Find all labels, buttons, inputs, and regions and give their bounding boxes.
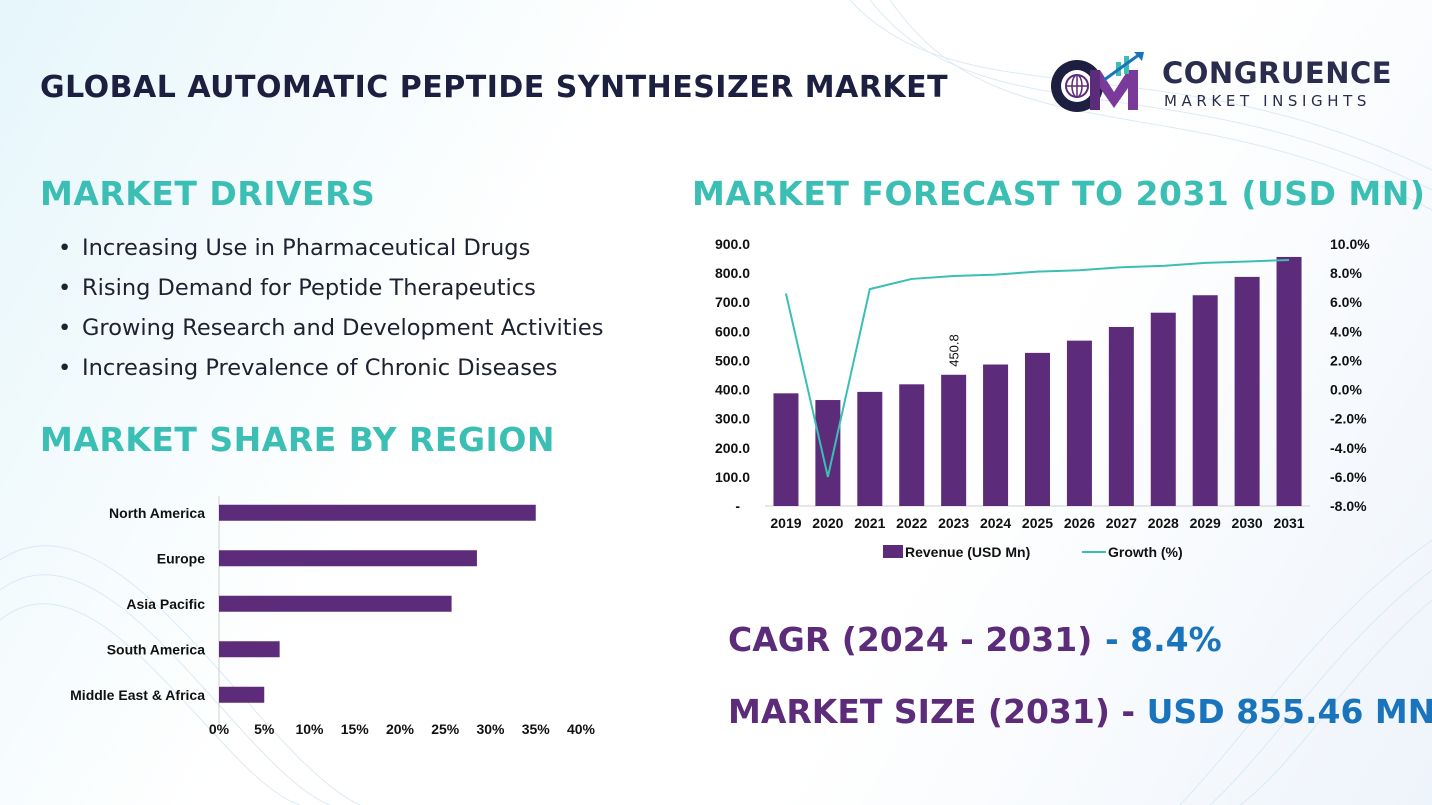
revenue-bar <box>983 364 1009 506</box>
revenue-bar <box>815 400 841 506</box>
x-tick-label: 40% <box>567 721 596 737</box>
revenue-bar <box>1108 326 1134 506</box>
right-y-tick-label: 4.0% <box>1330 323 1362 339</box>
driver-text: Rising Demand for Peptide Therapeutics <box>82 275 536 301</box>
revenue-bar <box>1066 340 1092 506</box>
left-y-tick-label: 700.0 <box>715 294 750 310</box>
left-y-tick-label: - <box>735 498 740 514</box>
legend-label-growth: Growth (%) <box>1108 544 1183 560</box>
region-bar <box>219 686 265 703</box>
right-y-tick-label: -4.0% <box>1330 440 1367 456</box>
right-y-tick-label: -2.0% <box>1330 411 1367 427</box>
revenue-bar <box>773 393 799 506</box>
revenue-bar <box>1025 352 1050 506</box>
driver-text: Increasing Use in Pharmaceutical Drugs <box>82 235 531 261</box>
right-y-tick-label: 6.0% <box>1330 294 1362 310</box>
x-tick-label: 30% <box>476 721 505 737</box>
region-category-label: Middle East & Africa <box>70 687 205 703</box>
right-y-tick-label: 0.0% <box>1330 382 1362 398</box>
year-tick-label: 2025 <box>1022 515 1053 531</box>
driver-item: • Increasing Prevalence of Chronic Diseas… <box>58 355 558 381</box>
year-tick-label: 2020 <box>812 515 843 531</box>
x-tick-label: 10% <box>295 721 324 737</box>
region-category-label: Asia Pacific <box>126 596 205 612</box>
revenue-bar <box>941 374 967 506</box>
cagr-label: CAGR (2024 - 2031) <box>728 620 1093 659</box>
revenue-bar <box>857 391 883 506</box>
market-size-label: MARKET SIZE (2031) <box>728 692 1110 731</box>
logo-name: CONGRUENCE <box>1162 56 1393 90</box>
revenue-bar <box>1192 295 1218 506</box>
x-tick-label: 5% <box>254 721 275 737</box>
year-tick-label: 2028 <box>1148 515 1179 531</box>
legend-label-revenue: Revenue (USD Mn) <box>905 544 1030 560</box>
revenue-bar <box>1150 312 1176 506</box>
year-tick-label: 2030 <box>1232 515 1263 531</box>
year-tick-label: 2026 <box>1064 515 1095 531</box>
left-y-tick-label: 400.0 <box>715 382 750 398</box>
year-tick-label: 2019 <box>770 515 801 531</box>
driver-item: • Growing Research and Development Activi… <box>58 315 604 341</box>
x-tick-label: 15% <box>341 721 370 737</box>
left-y-tick-label: 200.0 <box>715 440 750 456</box>
x-tick-label: 35% <box>522 721 551 737</box>
drivers-list: • Increasing Use in Pharmaceutical Drugs … <box>58 228 603 388</box>
left-y-tick-label: 900.0 <box>715 236 750 252</box>
region-bar <box>219 595 452 612</box>
year-tick-label: 2024 <box>980 515 1011 531</box>
region-heading: MARKET SHARE BY REGION <box>40 420 555 459</box>
region-category-label: South America <box>107 641 205 657</box>
year-tick-label: 2021 <box>854 515 885 531</box>
forecast-heading: MARKET FORECAST TO 2031 (USD MN) <box>692 174 1426 213</box>
x-tick-label: 20% <box>386 721 415 737</box>
logo-subtitle: MARKET INSIGHTS <box>1164 92 1372 110</box>
company-logo: CONGRUENCE MARKET INSIGHTS <box>1044 52 1394 118</box>
year-tick-label: 2029 <box>1190 515 1221 531</box>
left-y-tick-label: 600.0 <box>715 323 750 339</box>
cagr-value: - 8.4% <box>1105 620 1222 659</box>
revenue-bar <box>1234 276 1260 506</box>
legend-swatch-revenue <box>883 545 903 558</box>
right-y-tick-label: 2.0% <box>1330 352 1362 368</box>
x-tick-label: 0% <box>209 721 230 737</box>
driver-text: Increasing Prevalence of Chronic Disease… <box>82 355 558 381</box>
market-size-separator: - <box>1121 692 1136 731</box>
year-tick-label: 2023 <box>938 515 969 531</box>
left-y-tick-label: 100.0 <box>715 469 750 485</box>
market-size-line: MARKET SIZE (2031) - USD 855.46 MN <box>728 692 1432 731</box>
region-share-chart: North America Europe Asia Pacific South Ame… <box>70 496 596 737</box>
drivers-heading: MARKET DRIVERS <box>40 174 376 213</box>
growth-line <box>784 259 1290 478</box>
year-tick-label: 2027 <box>1106 515 1137 531</box>
left-y-tick-label: 500.0 <box>715 352 750 368</box>
logo-mark-icon <box>1051 52 1144 112</box>
driver-item: • Increasing Use in Pharmaceutical Drugs <box>58 235 531 261</box>
revenue-bar <box>1276 256 1302 506</box>
driver-item: • Rising Demand for Peptide Therapeutics <box>58 275 536 301</box>
forecast-chart: - 100.0 200.0 300.0 400.0 500.0 600.0 700.0 800.… <box>715 236 1370 560</box>
left-y-tick-label: 300.0 <box>715 411 750 427</box>
revenue-bar <box>899 384 925 506</box>
bar-data-label: 450.8 <box>947 334 962 367</box>
driver-text: Growing Research and Development Activit… <box>82 315 604 341</box>
left-y-tick-label: 800.0 <box>715 265 750 281</box>
page-title: GLOBAL AUTOMATIC PEPTIDE SYNTHESIZER MAR… <box>40 70 949 105</box>
right-y-tick-label: -8.0% <box>1330 498 1367 514</box>
region-bar <box>219 641 280 658</box>
right-y-tick-label: 10.0% <box>1330 236 1370 252</box>
region-bar <box>219 504 536 521</box>
x-tick-label: 25% <box>431 721 460 737</box>
market-size-value: USD 855.46 MN <box>1146 692 1432 731</box>
year-tick-label: 2022 <box>896 515 927 531</box>
region-category-label: Europe <box>157 550 205 566</box>
region-bar <box>219 550 477 567</box>
year-tick-label: 2031 <box>1273 515 1304 531</box>
right-y-tick-label: -6.0% <box>1330 469 1367 485</box>
right-y-tick-label: 8.0% <box>1330 265 1362 281</box>
region-category-label: North America <box>109 505 205 521</box>
